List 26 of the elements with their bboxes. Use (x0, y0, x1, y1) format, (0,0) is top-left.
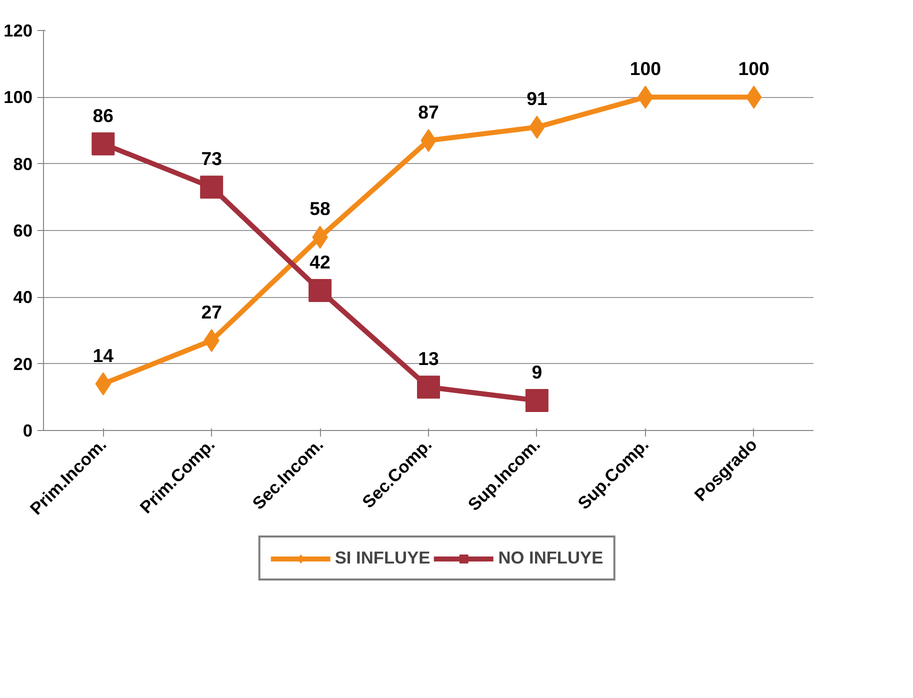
point (308, 279, 332, 302)
legend-label: SI INFLUYE (334, 548, 430, 568)
data-label: 27 (201, 302, 222, 322)
point (417, 376, 440, 399)
point (525, 389, 548, 412)
data-label: 87 (418, 102, 439, 122)
data-label: 14 (92, 344, 114, 366)
point (92, 132, 115, 156)
y-tick-label: 40 (13, 287, 33, 308)
data-label: 100 (738, 58, 770, 80)
data-label: 100 (630, 58, 661, 80)
data-label: 73 (201, 148, 222, 170)
data-label: 13 (418, 348, 439, 370)
data-label: 42 (310, 252, 330, 272)
legend-label: NO INFLUYE (498, 548, 604, 568)
y-tick-label: 20 (13, 354, 33, 374)
data-label: 58 (310, 198, 330, 220)
data-label: 9 (532, 362, 542, 382)
y-tick-label: 0 (22, 420, 33, 440)
y-tick-label: 80 (13, 154, 33, 174)
y-tick-label: 100 (4, 87, 33, 108)
y-tick-label: 120 (4, 20, 33, 40)
y-tick-label: 60 (13, 220, 33, 240)
data-label: 91 (526, 88, 548, 110)
point (200, 176, 224, 199)
data-label: 86 (92, 104, 114, 126)
